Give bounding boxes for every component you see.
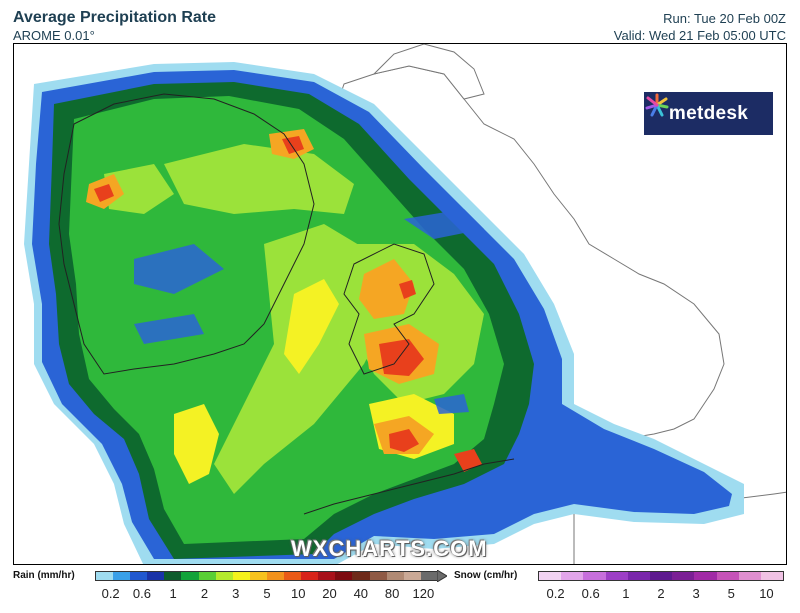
- snow-swatch: [716, 572, 739, 580]
- rain-swatch: [420, 572, 438, 580]
- snow-swatch: [738, 572, 761, 580]
- metdesk-logo-text: metdesk: [668, 102, 749, 124]
- rain-swatch: [284, 572, 302, 580]
- rain-swatch: [130, 572, 148, 580]
- rain-tick-label: 0.6: [132, 586, 151, 601]
- metdesk-logo: metdesk: [644, 92, 773, 135]
- ireland-coast: [58, 93, 315, 375]
- rain-swatch: [266, 572, 285, 580]
- snow-swatch: [605, 572, 628, 580]
- rain-tick-label: 120: [412, 586, 435, 601]
- rain-swatch: [301, 572, 319, 580]
- precip-red-2: [389, 429, 419, 452]
- rain-swatch: [249, 572, 267, 580]
- rain-tick-label: 0.2: [101, 586, 120, 601]
- run-time: Run: Tue 20 Feb 00Z: [663, 11, 786, 26]
- rain-tick-label: 3: [232, 586, 240, 601]
- snow-legend-label: Snow (cm/hr): [454, 570, 518, 581]
- precip-orange-1: [359, 259, 414, 319]
- precip-yellow-1: [174, 404, 219, 484]
- model-label: AROME 0.01°: [13, 28, 95, 43]
- metdesk-star-icon: [645, 93, 669, 117]
- rain-swatch: [181, 572, 199, 580]
- rain-tick-label: 10: [291, 586, 306, 601]
- rain-tick-labels: 0.2 0.6 1 2 3 5 10 20 40 80 120: [95, 586, 439, 602]
- wales-coast: [343, 243, 435, 375]
- precipitation-map[interactable]: metdesk: [13, 43, 787, 565]
- precip-red-4: [94, 184, 114, 202]
- precip-lime-4: [104, 164, 174, 214]
- snow-swatch: [760, 572, 784, 580]
- rain-swatch: [96, 572, 114, 580]
- snow-tick-label: 0.6: [581, 586, 600, 601]
- rain-swatch: [386, 572, 404, 580]
- snow-tick-label: 5: [727, 586, 735, 601]
- snow-tick-label: 1: [622, 586, 630, 601]
- rain-swatch: [232, 572, 250, 580]
- cornwall-coast: [303, 458, 515, 515]
- precip-red-6: [454, 449, 482, 472]
- rain-tick-label: 5: [263, 586, 271, 601]
- snow-swatch: [539, 572, 562, 580]
- precip-blue-streak-1: [134, 244, 224, 294]
- precip-blue-streak-3: [134, 314, 204, 344]
- rain-tick-label: 1: [169, 586, 177, 601]
- rain-swatch: [164, 572, 182, 580]
- scotland-outline: [372, 44, 485, 100]
- snow-tick-label: 0.2: [546, 586, 565, 601]
- chart-title: Average Precipitation Rate: [13, 9, 217, 26]
- precip-yellow-2: [284, 279, 339, 374]
- precip-red-1: [379, 339, 424, 376]
- rain-color-bar: [95, 571, 439, 581]
- snow-tick-label: 3: [692, 586, 700, 601]
- snow-swatch: [627, 572, 650, 580]
- precip-blue-streak-4: [434, 394, 469, 414]
- snow-tick-labels: 0.2 0.6 1 2 3 5 10: [538, 586, 784, 602]
- rain-swatch: [369, 572, 387, 580]
- precip-lime-1: [164, 144, 354, 214]
- rain-swatch: [352, 572, 370, 580]
- snow-swatch: [583, 572, 606, 580]
- snow-tick-label: 2: [657, 586, 665, 601]
- snow-swatch: [649, 572, 673, 580]
- rain-swatch: [198, 572, 216, 580]
- valid-time: Valid: Wed 21 Feb 05:00 UTC: [613, 28, 786, 43]
- precip-red-3: [282, 136, 304, 154]
- rain-swatch: [403, 572, 421, 580]
- snow-tick-label: 10: [759, 586, 774, 601]
- rain-swatch: [113, 572, 131, 580]
- snow-swatch: [672, 572, 695, 580]
- rain-swatch: [147, 572, 165, 580]
- snow-swatch: [561, 572, 584, 580]
- rain-tick-label: 2: [200, 586, 209, 601]
- rain-tick-label: 80: [384, 586, 400, 601]
- wxcharts-watermark: WXCHARTS.COM: [291, 536, 488, 561]
- rain-tick-label: 40: [353, 586, 369, 601]
- rain-legend-label: Rain (mm/hr): [13, 570, 75, 581]
- rain-swatch: [335, 572, 353, 580]
- rain-swatch: [215, 572, 233, 580]
- precip-blue-streak-2: [404, 209, 484, 239]
- map-canvas: [24, 44, 786, 564]
- rain-tick-label: 20: [322, 586, 337, 601]
- snow-swatch: [694, 572, 717, 580]
- precip-red-5: [399, 280, 416, 299]
- rain-bar-arrow-icon: [437, 570, 447, 582]
- rain-swatch: [318, 572, 336, 580]
- snow-color-bar: [538, 571, 784, 581]
